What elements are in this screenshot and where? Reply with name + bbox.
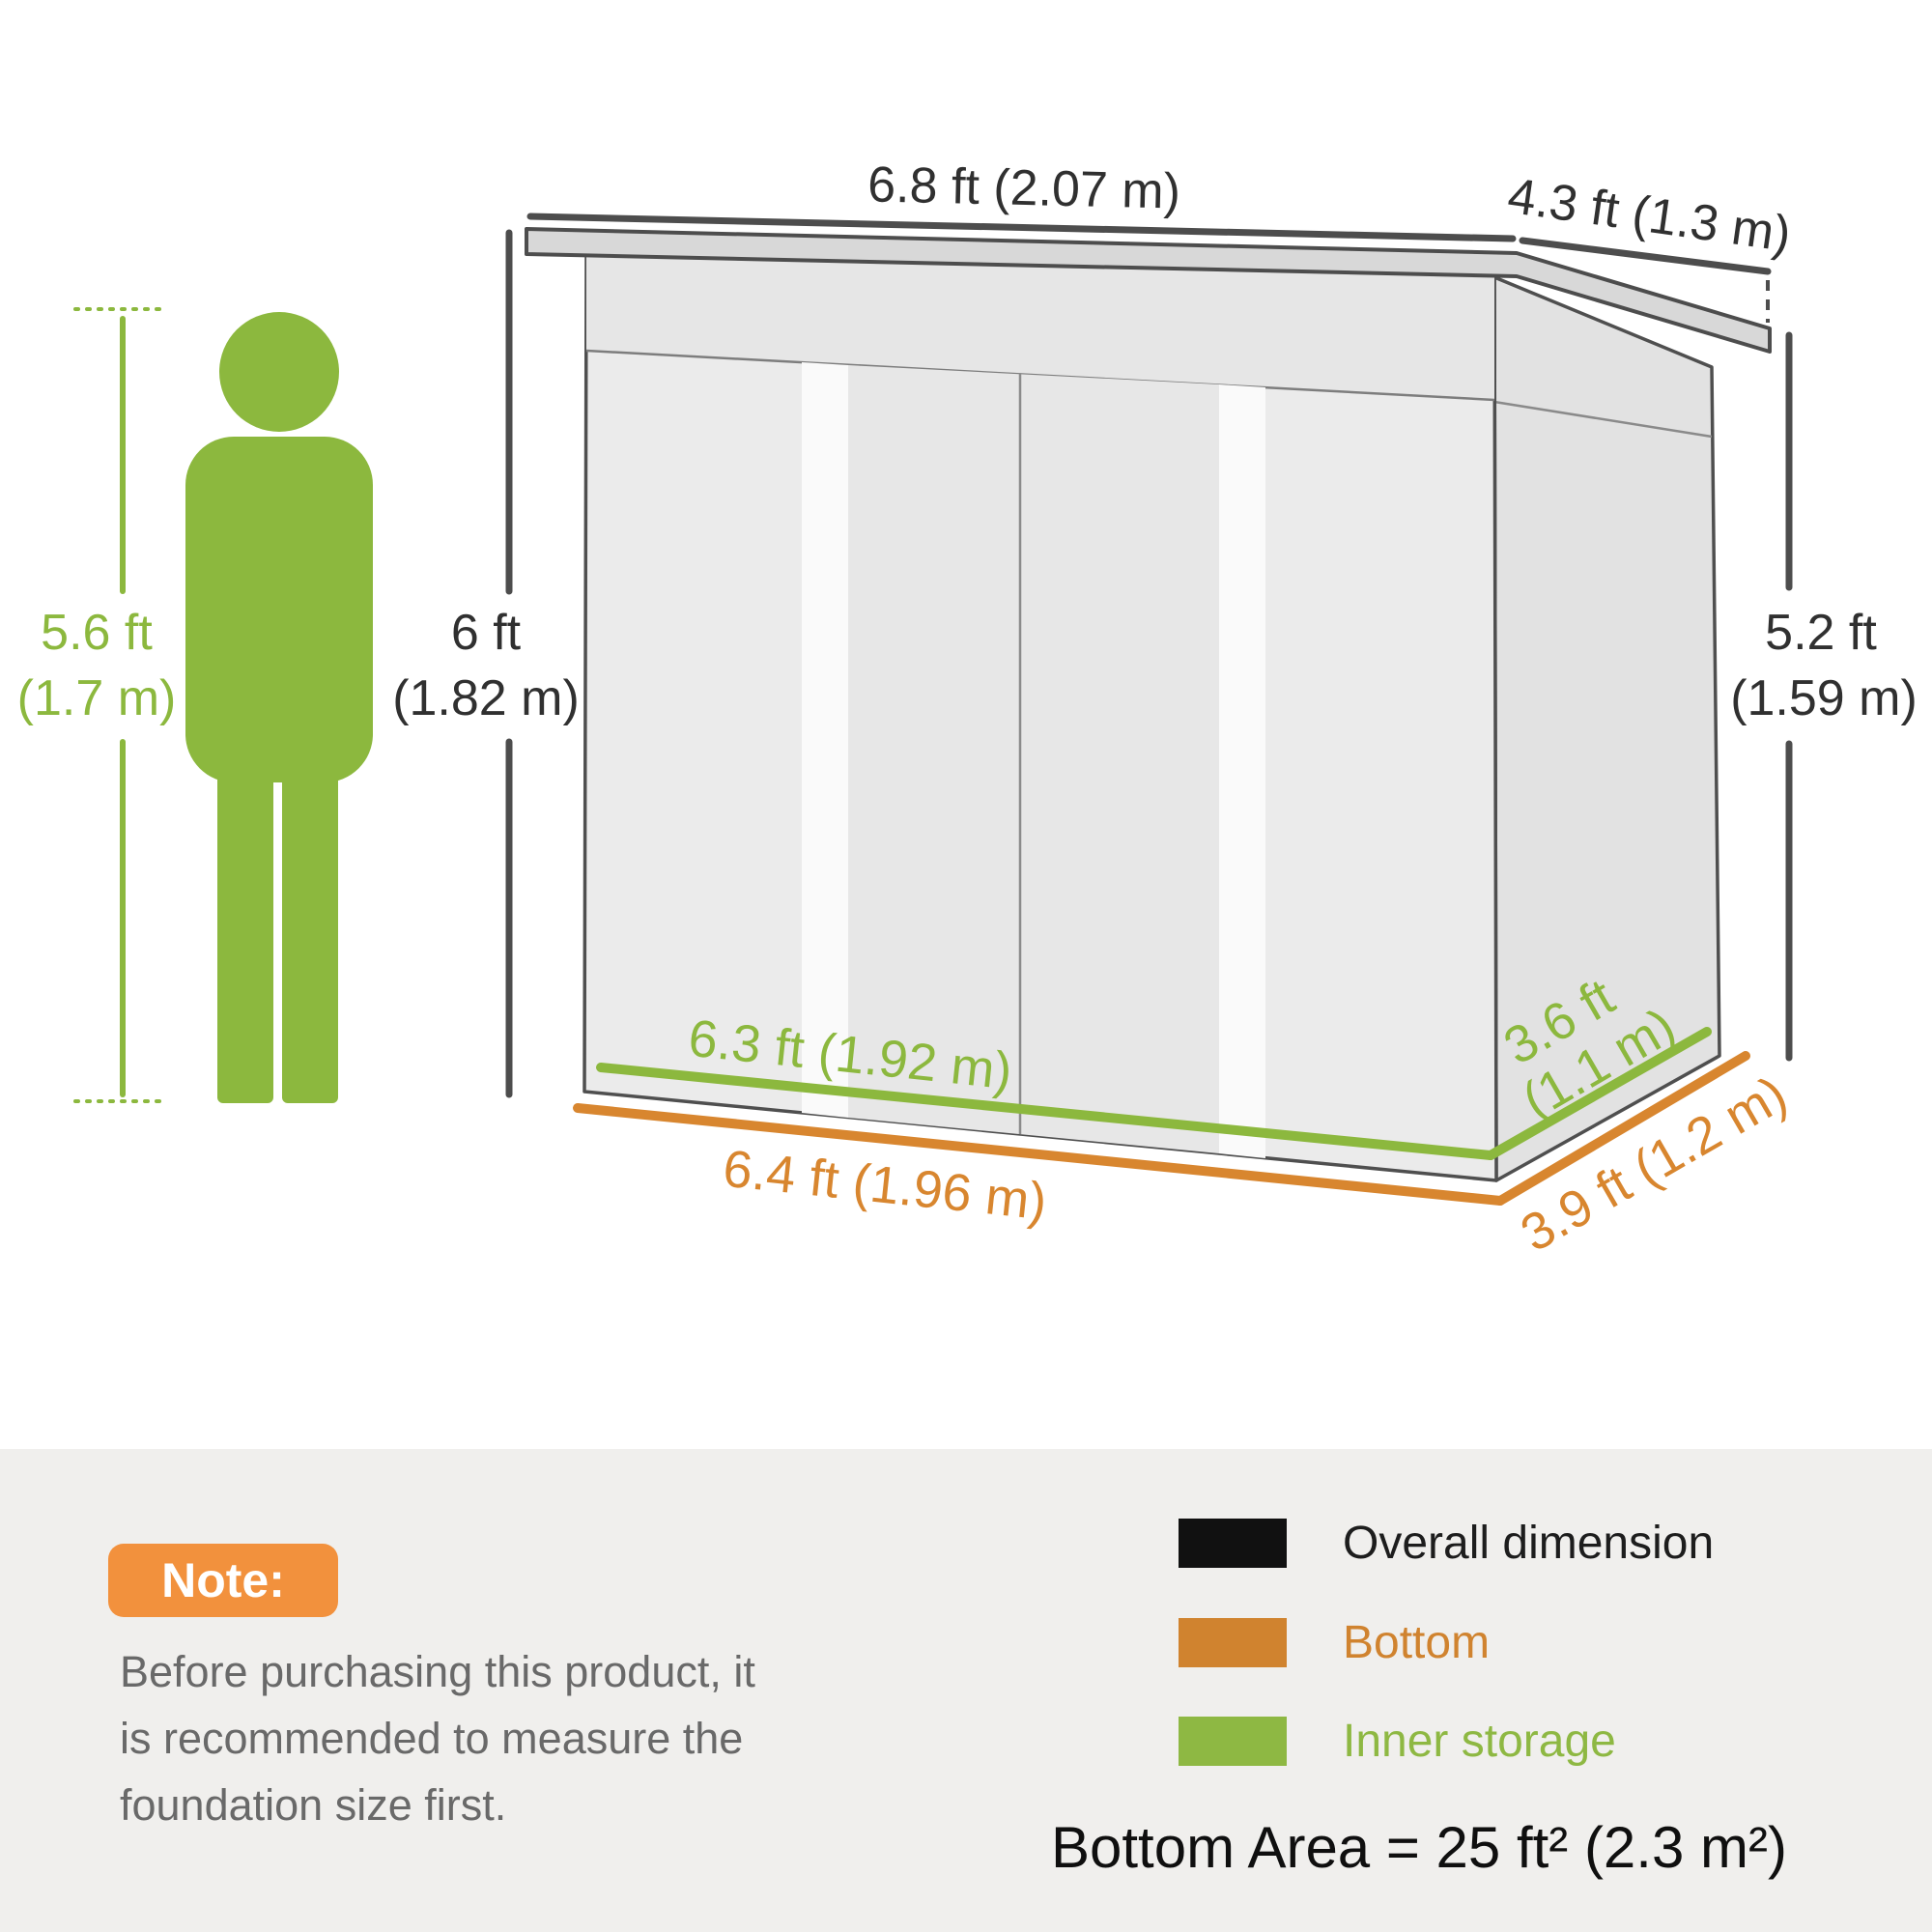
info-band: Note: Before purchasing this product, it… — [0, 1449, 1932, 1932]
legend-label-overall: Overall dimension — [1343, 1518, 1715, 1569]
roof-side-dim-line — [1519, 237, 1772, 275]
note-line: foundation size first. — [120, 1780, 507, 1830]
person-head — [219, 312, 339, 432]
inner-front-line — [596, 1063, 1495, 1160]
bottom-area-text: Bottom Area = 25 ft² (2.3 m²) — [1051, 1815, 1787, 1880]
person-height-ft-label: 5.6 ft — [41, 605, 153, 661]
person-height-m-label: (1.7 m) — [17, 670, 177, 726]
roof-side-dim-label: 4.3 ft (1.3 m) — [1504, 168, 1794, 263]
legend-row-overall: Overall dimension — [1179, 1518, 1715, 1569]
shed-roof — [525, 227, 1772, 354]
shed-door-area — [848, 365, 1219, 1153]
person-leg-left — [217, 753, 273, 1103]
shed-door-frame-left — [802, 362, 848, 1118]
roof-front-dim-line — [526, 213, 1517, 242]
bottom-lines — [573, 1051, 1750, 1206]
bottom-side-line — [1495, 1051, 1750, 1206]
legend-row-bottom: Bottom — [1179, 1617, 1491, 1668]
note-line: is recommended to measure the — [120, 1714, 744, 1763]
shed-diagram: 5.6 ft (1.7 m) — [17, 156, 1918, 1263]
person-figure — [185, 312, 373, 1103]
person-torso — [185, 437, 373, 782]
note-text: Before purchasing this product, it is re… — [120, 1638, 755, 1838]
shed-side-wall-band-line — [1493, 400, 1713, 439]
legend-swatch-bottom — [1179, 1618, 1287, 1667]
shed-front-upper-band — [586, 255, 1494, 400]
inner-storage-lines — [596, 1027, 1712, 1160]
note-line: Before purchasing this product, it — [120, 1647, 755, 1696]
legend-swatch-inner-storage — [1179, 1717, 1287, 1766]
rear-height-ft-label: 5.2 ft — [1765, 605, 1877, 661]
front-height-ft-label: 6 ft — [451, 605, 522, 661]
person-leg-right — [282, 753, 338, 1103]
legend-swatch-overall — [1179, 1519, 1287, 1568]
legend-row-inner-storage: Inner storage — [1179, 1716, 1616, 1767]
inner-side-line — [1486, 1027, 1712, 1160]
overall-dimension-lines — [505, 213, 1793, 1098]
legend: Overall dimension Bottom Inner storage B… — [0, 1449, 1932, 1932]
rear-height-m-label: (1.59 m) — [1730, 670, 1918, 726]
person-height-dimension — [73, 307, 168, 1103]
bottom-front-line — [573, 1103, 1505, 1206]
note-badge-label: Note: — [161, 1553, 285, 1607]
note-badge: Note: — [108, 1544, 338, 1617]
legend-label-inner-storage: Inner storage — [1343, 1716, 1616, 1767]
shed-door-frame-right — [1219, 384, 1265, 1158]
legend-label-bottom: Bottom — [1343, 1617, 1491, 1668]
roof-front-dim-label: 6.8 ft (2.07 m) — [867, 156, 1181, 219]
front-height-m-label: (1.82 m) — [392, 670, 580, 726]
